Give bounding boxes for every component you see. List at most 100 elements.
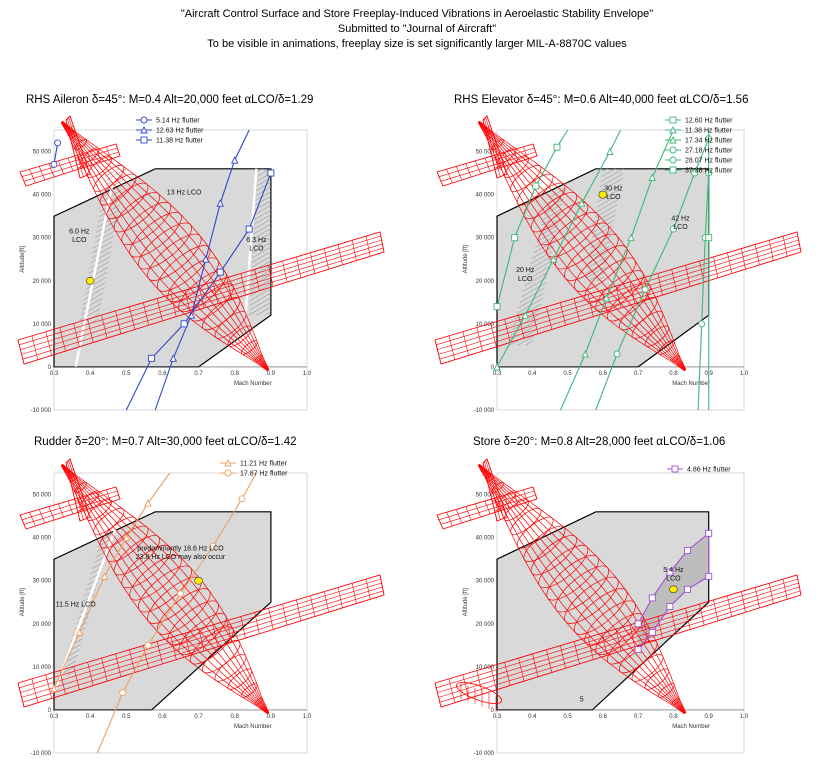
legend-entry: 11.38 Hz flutter <box>156 138 204 145</box>
main-wing-rib <box>282 604 288 626</box>
data-point <box>698 320 706 328</box>
data-point <box>691 169 699 177</box>
flight-point <box>598 190 608 199</box>
main-wing-rib <box>754 587 760 608</box>
x-tick-label: 0.5 <box>122 714 131 720</box>
data-point <box>521 311 529 319</box>
x-tick-label: 0.6 <box>158 371 167 377</box>
annotation: LCO <box>673 224 688 231</box>
y-tick-label: 0 <box>48 365 52 371</box>
main-wing-rib <box>768 583 774 604</box>
main-wing-rib <box>685 608 691 630</box>
series-4-86-hz-flutter <box>634 529 713 654</box>
annotation: 6.3 Hz <box>246 237 267 244</box>
main-wing-rib <box>310 595 316 617</box>
legend-entry: 4.86 Hz flutter <box>687 467 731 474</box>
series-line <box>559 129 674 411</box>
horizontal-tail-rib <box>48 506 55 521</box>
main-wing-rib <box>365 236 371 257</box>
data-point <box>144 641 152 649</box>
series-37-38-hz-flutter <box>705 130 713 410</box>
aircraft-wireframe-icon <box>434 458 802 715</box>
main-wing-rib <box>560 645 566 669</box>
data-point <box>532 182 540 190</box>
main-wing-outline <box>17 574 385 708</box>
horizontal-tail-rib <box>38 509 46 524</box>
x-tick-label: 0.5 <box>122 371 131 377</box>
fuselage-stringer <box>61 464 269 714</box>
x-axis-label: Mach Number <box>234 724 272 730</box>
legend: 11.21 Hz flutter 17.87 Hz flutter <box>220 458 288 478</box>
stability-boundary <box>74 168 117 368</box>
fuselage-stringer <box>478 464 686 714</box>
y-tick-label: 30 000 <box>33 236 52 242</box>
series-line <box>53 142 59 165</box>
flight-point <box>85 276 95 285</box>
horizontal-tail-outline <box>436 143 538 187</box>
x-tick-labels: 0.3 0.4 0.5 0.6 0.7 0.8 0.9 1.0 <box>50 371 312 377</box>
x-tick-label: 0.5 <box>563 714 572 720</box>
vertical-fin-spar <box>485 468 491 473</box>
x-tick-labels: 0.3 0.4 0.5 0.6 0.7 0.8 0.9 1.0 <box>493 714 749 720</box>
vertical-fin-spar <box>492 154 501 159</box>
vertical-fin-spar <box>75 497 84 502</box>
main-wing-rib <box>254 612 260 634</box>
y-tick-label: 10 000 <box>33 322 52 328</box>
y-tick-label: 20 000 <box>33 622 52 628</box>
main-wing-rib <box>156 298 163 321</box>
horizontal-tail-rib <box>455 509 463 524</box>
x-axis-label: Mach Number <box>672 724 710 730</box>
data-point <box>669 135 677 144</box>
main-wing-rib <box>587 637 594 660</box>
main-wing-rib <box>782 236 788 257</box>
main-wing-rib <box>59 327 66 352</box>
annotation: LCO <box>249 246 264 253</box>
data-point <box>144 499 152 507</box>
x-tick-label: 0.7 <box>194 714 203 720</box>
annotation: LCO <box>606 194 621 201</box>
data-point <box>606 147 614 155</box>
horizontal-tail-spar <box>440 494 536 525</box>
x-tick-label: 0.7 <box>634 714 643 720</box>
horizontal-tail-rib <box>523 489 528 503</box>
main-wing-rib <box>741 248 746 270</box>
legend-entry: 17.87 Hz flutter <box>240 471 288 478</box>
main-wing-rib <box>296 599 302 621</box>
y-tick-label: -10 000 <box>474 751 495 757</box>
y-tick-label: 50 000 <box>33 150 52 156</box>
horizontal-tail-rib <box>465 506 472 521</box>
panel-title-aileron: RHS Aileron δ=45°: M=0.4 Alt=20,000 feet… <box>26 94 314 106</box>
vertical-fin <box>482 458 508 522</box>
data-point <box>553 143 561 151</box>
data-point <box>216 268 224 276</box>
main-wing-rib <box>73 323 80 347</box>
main-wing-rib <box>143 645 149 669</box>
x-tick-label: 0.9 <box>267 371 276 377</box>
data-point <box>493 362 501 371</box>
horizontal-tail-outline <box>19 486 121 530</box>
fuselage-stringer <box>479 464 687 713</box>
series-11-38-hz-flutter <box>493 129 621 371</box>
x-tick-label: 0.8 <box>669 714 678 720</box>
horizontal-tail-outline <box>436 486 538 530</box>
main-wing-rib <box>296 256 302 278</box>
main-wing-rib <box>198 628 205 652</box>
x-tick-label: 1.0 <box>303 371 312 377</box>
data-point <box>122 533 131 542</box>
main-wing-spar <box>437 582 799 693</box>
main-wing-rib <box>727 252 733 274</box>
main-wing-rib <box>532 653 539 677</box>
y-tick-label: 0 <box>48 708 52 714</box>
main-wing-rib <box>129 649 136 673</box>
horizontal-tail-spar <box>23 151 119 182</box>
data-point <box>669 156 677 164</box>
horizontal-tail-rib <box>58 160 64 175</box>
main-wing-rib <box>324 248 329 270</box>
y-axis-label: Altitude [ft] <box>463 588 469 617</box>
main-wing-rib <box>782 579 788 600</box>
data-point <box>648 628 656 636</box>
main-wing-spar <box>439 590 801 703</box>
data-point <box>148 354 156 362</box>
